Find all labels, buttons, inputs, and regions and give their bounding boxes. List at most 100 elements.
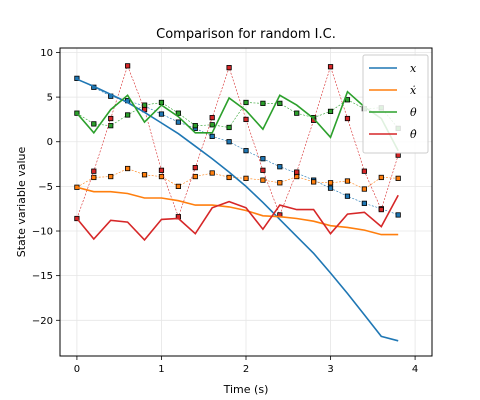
chart-title: Comparison for random I.C.	[156, 27, 336, 42]
x-dot-markers-point	[344, 178, 351, 184]
x-dot-markers-point	[378, 174, 384, 181]
y-tick-label: 0	[47, 137, 53, 148]
theta-series-line	[76, 90, 399, 152]
x-dot-markers-point	[294, 173, 300, 180]
x-tick-label: 0	[74, 364, 80, 375]
theta-dot-markers-point	[243, 116, 249, 123]
theta-dot-markers-point	[209, 115, 215, 121]
y-tick-label: 10	[40, 48, 53, 59]
theta-dot-markers-point	[378, 206, 384, 213]
theta-markers-point	[125, 112, 131, 118]
x-dot-markers-point	[311, 179, 317, 185]
x-dot-markers-point	[108, 173, 114, 180]
x-dot-markers-point	[125, 165, 131, 172]
x-tick-label: 3	[327, 364, 333, 375]
x-markers-point	[209, 133, 215, 139]
x-markers-point	[226, 139, 232, 145]
x-dot-markers-point	[260, 177, 266, 183]
theta-dot-markers-point	[395, 152, 401, 158]
x-dot-markers-point	[361, 186, 367, 192]
legend-box	[362, 54, 429, 154]
x-markers-point	[361, 200, 367, 206]
legend-label: ẋ	[410, 84, 417, 97]
legend-entry-theta: θ	[369, 106, 417, 119]
legend-label: θ̇	[410, 128, 417, 141]
y-tick-label: −20	[32, 316, 53, 327]
legend-entry-x: x	[369, 62, 417, 75]
theta-dot-markers-point	[192, 165, 198, 171]
legend-entry-theta-dot: θ̇	[369, 128, 417, 141]
legend-label: x	[410, 62, 417, 75]
theta-markers-point	[158, 99, 165, 106]
x-dot-markers-point	[192, 173, 198, 180]
theta-markers-point	[327, 108, 334, 114]
x-dot-markers-point	[141, 172, 148, 178]
x-dot-series-line	[76, 186, 399, 236]
x-tick-label: 4	[412, 364, 418, 375]
x-markers-point	[327, 185, 334, 191]
theta-dot-markers-point	[226, 65, 232, 71]
y-axis-label: State variable value	[15, 147, 28, 258]
x-dot-markers-point	[91, 174, 97, 181]
legend-entries: xẋθ θ̇	[369, 62, 417, 141]
x-dot-markers-point	[327, 180, 334, 186]
theta-markers-point	[226, 124, 232, 131]
x-tick-label: 2	[243, 364, 249, 375]
x-markers-point	[344, 193, 351, 199]
x-markers-point	[260, 156, 266, 162]
x-dot-markers-point	[277, 180, 283, 186]
x-dot-markers-point	[175, 183, 181, 189]
x-markers-point	[277, 164, 283, 170]
legend-entry-x-dot: ẋ	[369, 84, 417, 97]
x-markers-point	[74, 75, 80, 81]
y-tick-label: −10	[32, 227, 53, 238]
x-markers-point	[243, 148, 249, 154]
theta-dot-markers-point	[260, 167, 266, 173]
x-tick-labels: 0 1 2 3 4	[74, 364, 419, 375]
theta-dot-series-line	[76, 194, 399, 242]
x-markers-point	[175, 119, 181, 125]
plot-frame	[59, 47, 433, 357]
y-tick-label: 5	[47, 93, 53, 104]
x-series-line	[76, 78, 399, 342]
x-dot-markers-point	[209, 170, 215, 176]
line-series-layer	[76, 78, 399, 342]
theta-markers-point	[277, 100, 283, 106]
x-dot-markers-point	[395, 175, 401, 181]
x-axis-label: Time (s)	[223, 383, 269, 396]
theta-dot-markers-point	[108, 115, 114, 122]
x-markers-point	[395, 212, 401, 218]
theta-markers-point	[175, 110, 181, 116]
theta-markers-point	[74, 110, 80, 116]
x-tick-label: 1	[158, 364, 164, 375]
theta-dot-markers-point	[344, 115, 351, 122]
theta-markers-point	[141, 102, 148, 108]
legend-label: θ	[410, 106, 417, 119]
theta-dot-markers-point	[361, 168, 367, 174]
theta-markers-dotted-line	[76, 99, 399, 129]
x-markers-point	[158, 111, 165, 117]
theta-dot-markers-point	[294, 169, 300, 175]
tick-marks	[56, 52, 416, 360]
x-dot-markers-point	[243, 175, 249, 181]
x-dot-markers-point	[158, 173, 165, 180]
theta-markers-point	[91, 121, 97, 127]
y-tick-labels: −20 −15 −10 −5 0 5 10	[32, 48, 53, 327]
theta-dot-markers-dotted-line	[76, 65, 399, 219]
theta-dot-markers-point	[91, 168, 97, 174]
theta-markers-point	[209, 122, 215, 128]
y-tick-label: −15	[32, 271, 53, 282]
theta-dot-markers-group	[74, 63, 401, 222]
legend: xẋθ θ̇	[362, 54, 429, 154]
y-tick-label: −5	[38, 182, 53, 193]
theta-markers-point	[192, 123, 198, 129]
theta-dot-markers-point	[125, 63, 131, 69]
x-dot-markers-point	[226, 174, 232, 181]
theta-markers-point	[294, 110, 300, 116]
theta-dot-markers-point	[158, 167, 165, 173]
marker-series-layer	[74, 63, 401, 222]
theta-dot-markers-point	[327, 64, 334, 70]
theta-markers-point	[243, 99, 249, 106]
theta-markers-point	[260, 100, 266, 106]
